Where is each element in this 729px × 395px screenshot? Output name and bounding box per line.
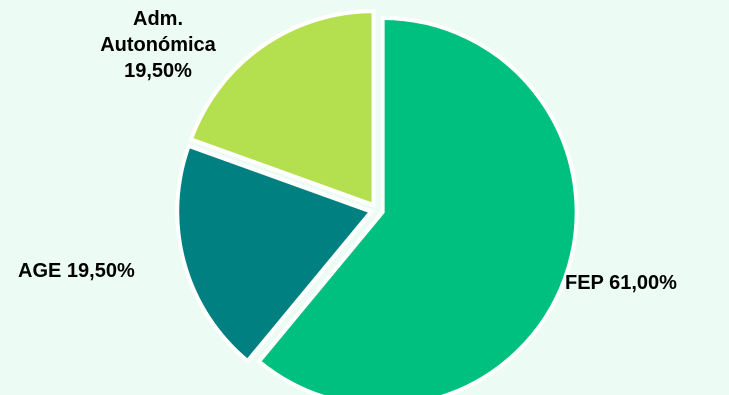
slice-label-age: AGE 19,50% [18,260,135,282]
pie-slice-adm-autonomica [188,9,376,208]
slice-label-adm-autonomica: Adm. Autonómica 19,50% [100,8,216,82]
pie-slice-age [175,143,375,364]
slice-label-fep: FEP 61,00% [565,272,677,294]
pie-slice-fep [256,16,579,395]
